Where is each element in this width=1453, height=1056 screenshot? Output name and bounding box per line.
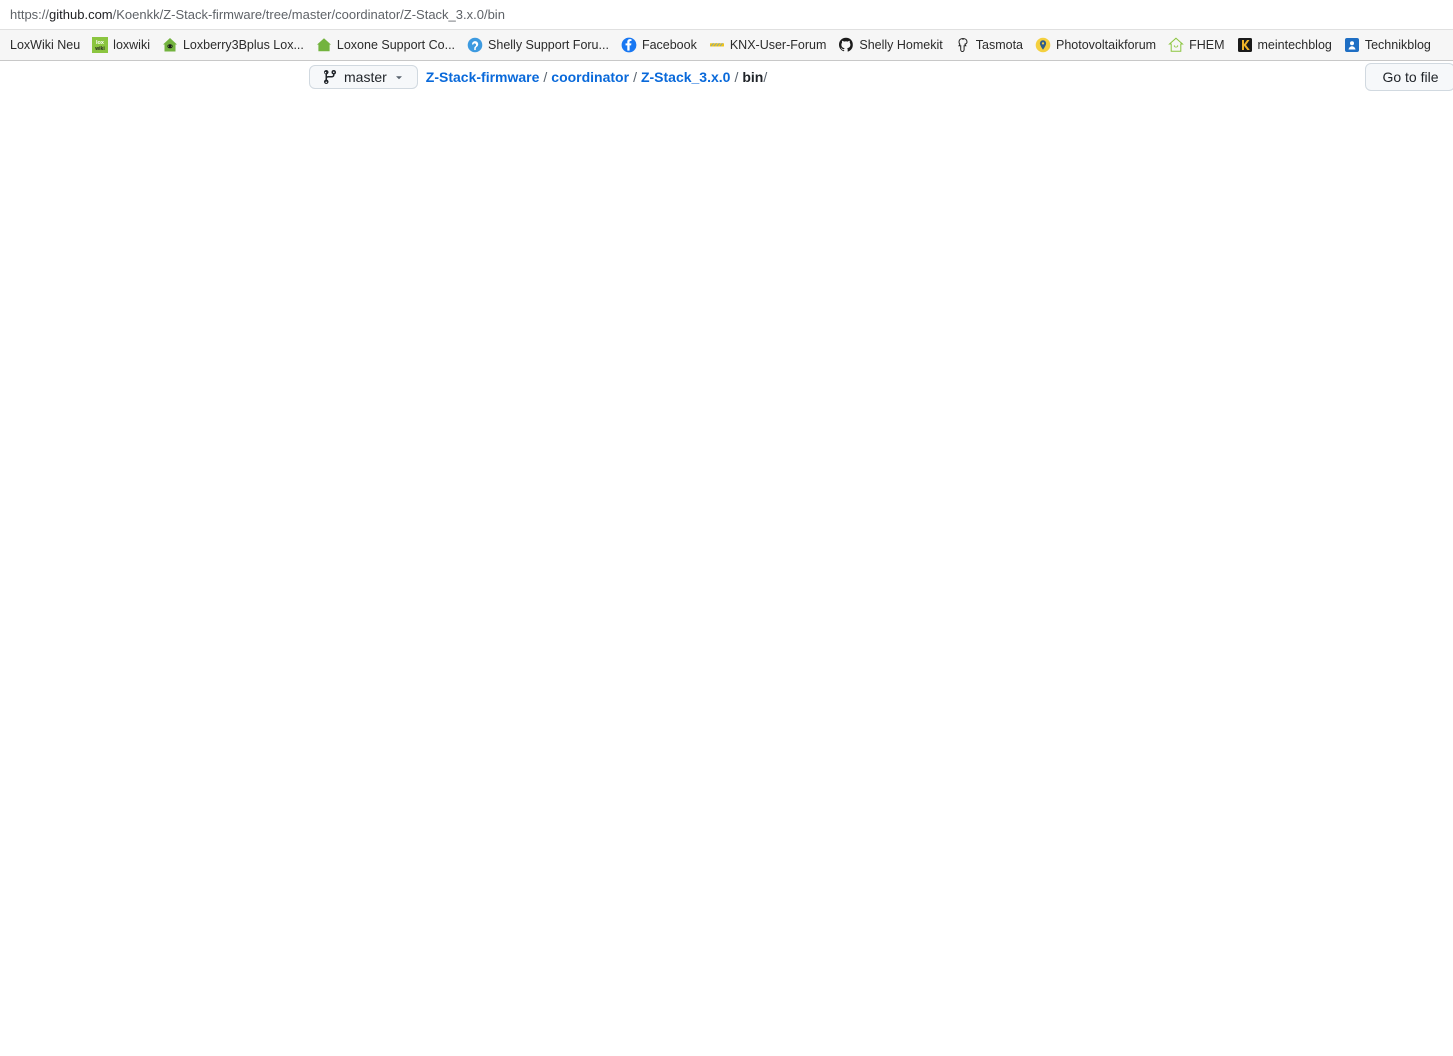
- svg-text:wiki: wiki: [94, 46, 105, 52]
